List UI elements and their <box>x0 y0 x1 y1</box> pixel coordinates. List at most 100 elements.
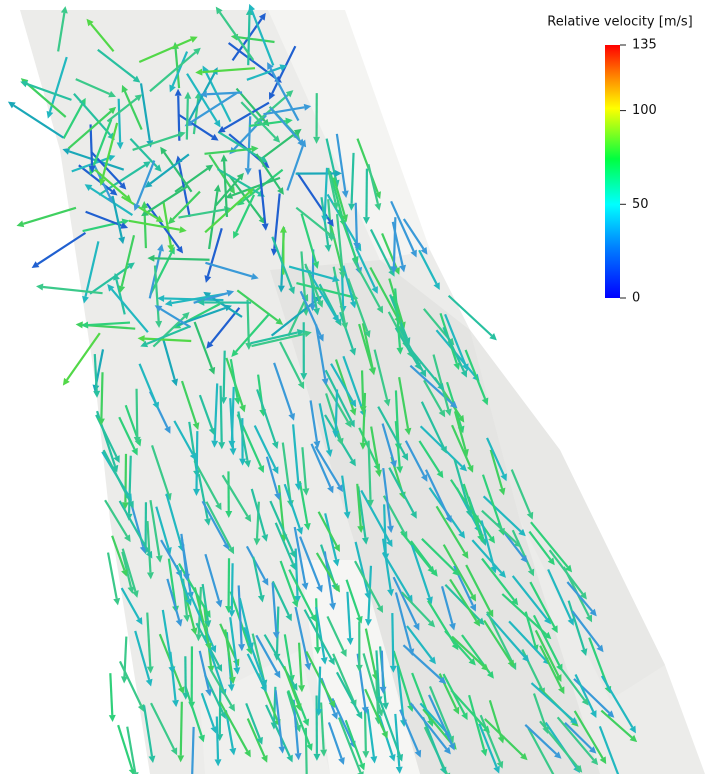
arrow-shaft <box>71 157 110 173</box>
arrow-head <box>332 430 340 438</box>
arrow-head <box>452 706 460 715</box>
arrow-head <box>279 225 287 233</box>
arrow-head <box>109 188 118 196</box>
arrow-shaft <box>362 653 382 711</box>
arrow-shaft <box>193 292 228 304</box>
arrow-shaft <box>88 321 131 327</box>
arrow-head <box>556 663 563 672</box>
arrow-head <box>86 18 94 27</box>
arrow-shaft <box>223 101 270 130</box>
arrow-shaft <box>297 642 303 686</box>
arrow-head <box>269 91 276 100</box>
arrow-shaft <box>369 266 399 318</box>
arrow-shaft <box>149 153 190 185</box>
arrow-head <box>31 261 40 269</box>
arrow-head <box>272 466 279 475</box>
arrow-shaft <box>111 535 126 571</box>
arrow-shaft <box>453 411 467 451</box>
arrow-head <box>205 164 214 172</box>
arrow-head <box>428 656 436 665</box>
arrow-head <box>121 502 129 510</box>
arrow-head <box>375 696 383 704</box>
arrow-shaft <box>423 308 451 341</box>
arrow-head <box>231 349 239 357</box>
arrow-head <box>497 735 505 744</box>
arrow-shaft <box>298 481 309 524</box>
arrow-head <box>334 169 342 177</box>
arrow-head <box>157 243 164 252</box>
arrow-head <box>404 427 412 436</box>
arrow-shaft <box>205 501 232 549</box>
arrow-head <box>520 555 528 563</box>
arrow-head <box>396 753 404 762</box>
arrow-shaft <box>270 299 318 337</box>
arrow-shaft <box>279 341 302 384</box>
arrow-head <box>440 445 447 454</box>
arrow-head <box>199 90 208 98</box>
arrow-head <box>155 555 163 563</box>
arrow-shaft <box>265 456 279 494</box>
arrow-head <box>168 216 176 225</box>
arrow-head <box>225 511 233 519</box>
arrow-head <box>383 398 391 407</box>
arrow-head <box>257 465 265 474</box>
arrow-head <box>183 614 191 623</box>
arrow-head <box>97 418 105 426</box>
arrow-head <box>164 299 173 307</box>
arrow-head <box>444 408 452 417</box>
arrow-head <box>189 36 198 43</box>
arrow-head <box>233 397 241 405</box>
arrow-head <box>304 662 312 671</box>
arrow-shaft <box>464 349 487 400</box>
arrow-shaft <box>327 167 337 203</box>
arrow-shaft <box>175 564 190 600</box>
arrow-shaft <box>483 619 512 663</box>
arrow-head <box>296 329 305 336</box>
arrow-shaft <box>432 354 450 410</box>
arrow-head <box>184 91 192 99</box>
arrow-shaft <box>465 564 492 612</box>
arrow-head <box>294 703 302 712</box>
arrow-shaft <box>511 575 548 620</box>
arrow-shaft <box>382 551 411 597</box>
arrow-head <box>107 154 116 162</box>
arrow-head <box>16 220 25 228</box>
arrow-head <box>108 714 116 723</box>
arrow-head <box>489 333 497 341</box>
arrow-head <box>580 648 588 657</box>
arrow-head <box>233 230 240 239</box>
arrow-head <box>453 362 461 371</box>
arrow-head <box>396 466 404 474</box>
arrow-head <box>300 373 308 381</box>
arrow-head <box>590 710 597 718</box>
arrow-shaft <box>510 469 531 514</box>
arrow-head <box>481 397 489 406</box>
arrow-head <box>343 511 351 519</box>
arrow-shaft <box>166 578 181 621</box>
arrow-shaft <box>142 705 154 757</box>
arrow-shaft <box>354 202 358 243</box>
arrow-shaft <box>110 288 149 333</box>
arrow-shaft <box>246 66 282 81</box>
arrow-head <box>410 249 417 258</box>
arrow-shaft <box>293 526 307 584</box>
arrow-shaft <box>91 118 113 170</box>
arrow-head <box>75 321 83 329</box>
arrow-shaft <box>478 723 498 768</box>
arrow-head <box>288 286 295 295</box>
arrow-head <box>182 573 190 582</box>
arrow-head <box>81 321 89 329</box>
arrow-head <box>439 766 447 774</box>
arrow-shaft <box>406 625 433 660</box>
arrow-head <box>419 369 427 378</box>
arrow-shaft <box>399 709 419 752</box>
arrow-head <box>336 484 343 493</box>
arrow-shaft <box>256 389 277 443</box>
arrow-head <box>275 317 284 325</box>
arrow-shaft <box>295 206 332 236</box>
arrow-head <box>226 289 235 297</box>
arrow-head <box>357 525 365 534</box>
arrow-shaft <box>247 14 251 66</box>
arrow-head <box>88 165 96 173</box>
arrow-head <box>244 460 251 468</box>
